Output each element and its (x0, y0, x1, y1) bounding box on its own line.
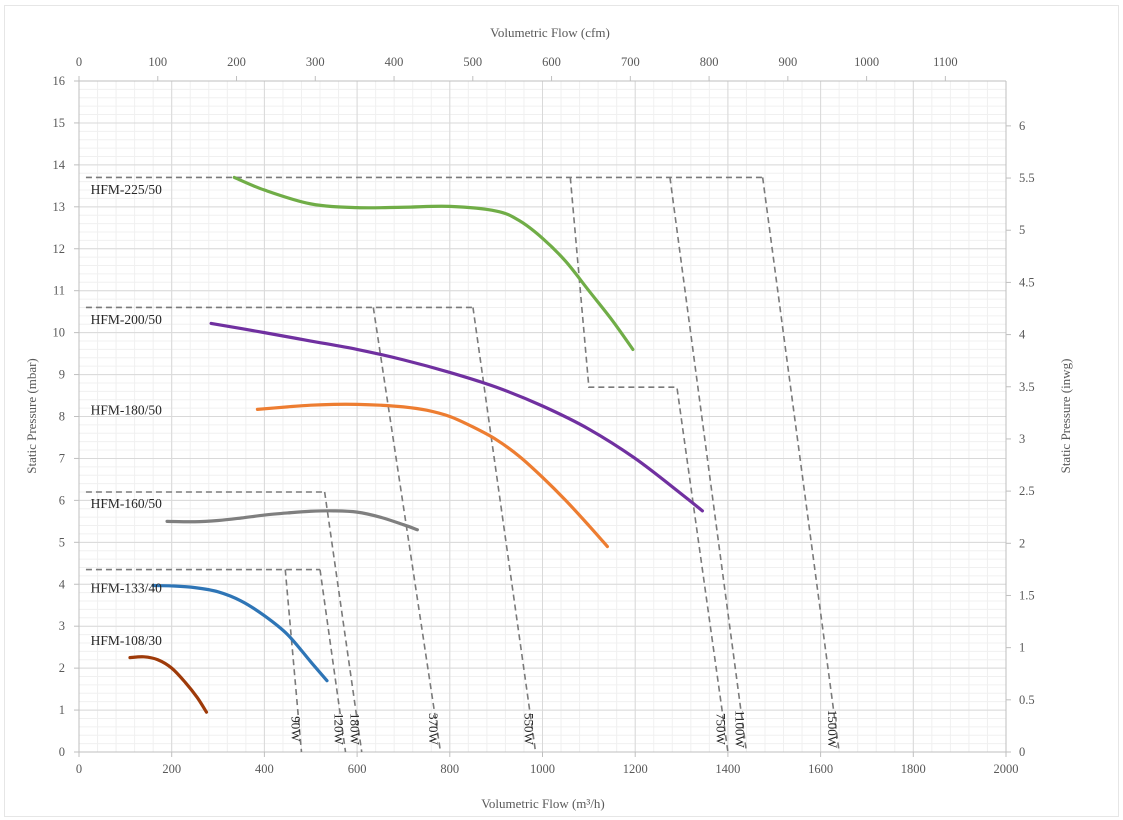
y-tick-label-left: 16 (53, 74, 66, 88)
x-tick-label-bottom: 1800 (901, 762, 926, 776)
y-tick-label-left: 10 (53, 326, 66, 340)
series-line (232, 175, 635, 351)
series-label: HFM-200/50 (91, 312, 163, 327)
y-tick-label-left: 0 (59, 745, 65, 759)
series-lines (128, 175, 705, 714)
power-limit-line (761, 177, 840, 753)
y-tick-label-right: 2 (1019, 536, 1025, 550)
y-tick-label-right: 4 (1019, 328, 1026, 342)
series-line (165, 509, 419, 532)
x-tick-label-bottom: 1000 (530, 762, 555, 776)
power-limit-line (319, 569, 347, 753)
y-tick-label-left: 15 (53, 116, 66, 130)
series-label: HFM-225/50 (91, 182, 163, 197)
y-tick-label-right: 0.5 (1019, 693, 1035, 707)
x-tick-label-bottom: 2000 (994, 762, 1019, 776)
y-tick-label-left: 2 (59, 661, 65, 675)
y-tick-label-right: 0 (1019, 745, 1025, 759)
x-tick-label-top: 600 (542, 55, 561, 69)
grid (78, 80, 1007, 753)
y-tick-label-left: 9 (59, 368, 65, 382)
y-axis-title-right: Static Pressure (inwg) (1058, 359, 1073, 474)
power-limit-line (569, 177, 729, 753)
x-tick-label-top: 300 (306, 55, 325, 69)
x-tick-label-bottom: 400 (255, 762, 274, 776)
y-tick-label-right: 1 (1019, 641, 1025, 655)
y-tick-label-left: 4 (59, 577, 66, 591)
power-limit-lines (284, 177, 840, 753)
series-label: HFM-108/30 (91, 633, 163, 648)
x-tick-label-top: 900 (778, 55, 797, 69)
y-tick-label-left: 6 (59, 493, 65, 507)
y-tick-label-left: 12 (53, 242, 66, 256)
y-tick-label-left: 13 (53, 200, 66, 214)
power-limit-label: 120W (331, 713, 346, 746)
series-label: HFM-133/40 (91, 581, 163, 596)
x-tick-label-top: 500 (463, 55, 482, 69)
power-limit-label: 90W (288, 716, 303, 742)
y-tick-label-left: 3 (59, 619, 65, 633)
x-tick-label-top: 700 (621, 55, 640, 69)
y-tick-label-right: 2.5 (1019, 484, 1035, 498)
series-line (151, 583, 329, 683)
x-tick-label-bottom: 200 (162, 762, 181, 776)
x-tick-label-bottom: 0 (76, 762, 82, 776)
x-tick-label-top: 1100 (933, 55, 958, 69)
x-tick-label-bottom: 1600 (808, 762, 833, 776)
series-line (128, 655, 209, 714)
power-limit-label: 370W (426, 713, 441, 746)
y-tick-label-left: 11 (53, 284, 65, 298)
power-limit-line (372, 307, 442, 753)
x-tick-label-bottom: 1200 (623, 762, 648, 776)
power-limit-label: 550W (521, 713, 536, 746)
power-limit-label: 1500W (825, 710, 840, 749)
series-label: HFM-180/50 (91, 402, 163, 417)
x-axis-title-bottom: Volumetric Flow (m³/h) (481, 796, 605, 811)
envelope-lines (85, 176, 763, 571)
power-limit-line (284, 569, 303, 753)
series-line (255, 402, 609, 549)
y-tick-label-right: 5.5 (1019, 171, 1035, 185)
power-limit-label: 180W (347, 713, 362, 746)
x-tick-label-bottom: 800 (440, 762, 459, 776)
y-tick-label-right: 1.5 (1019, 588, 1035, 602)
y-tick-label-right: 3.5 (1019, 380, 1035, 394)
x-tick-label-top: 100 (148, 55, 167, 69)
x-tick-label-top: 800 (700, 55, 719, 69)
power-limit-label: 750W (714, 713, 729, 746)
x-tick-label-top: 1000 (854, 55, 879, 69)
x-tick-label-top: 400 (385, 55, 404, 69)
power-limit-label: 1100W (732, 710, 747, 749)
y-tick-label-left: 7 (59, 451, 65, 465)
y-tick-label-right: 3 (1019, 432, 1025, 446)
labels: 90W 120W 180W 370W 550W 750W 1100W 1500W HFM-225… (91, 182, 840, 749)
y-tick-label-right: 5 (1019, 223, 1025, 237)
y-axis-title-left: Static Pressure (mbar) (24, 358, 39, 474)
series-label: HFM-160/50 (91, 496, 163, 511)
power-limit-line (669, 177, 748, 753)
power-limit-line (323, 491, 363, 753)
x-tick-label-bottom: 1400 (715, 762, 740, 776)
x-tick-label-top: 0 (76, 55, 82, 69)
x-axis-title-top: Volumetric Flow (cfm) (490, 25, 610, 40)
y-tick-label-right: 4.5 (1019, 275, 1035, 289)
y-tick-label-left: 5 (59, 535, 65, 549)
x-tick-label-top: 200 (227, 55, 246, 69)
x-tick-label-bottom: 600 (348, 762, 367, 776)
series-line (209, 321, 705, 513)
y-tick-label-left: 8 (59, 410, 65, 424)
y-tick-label-left: 1 (59, 703, 65, 717)
y-tick-label-right: 6 (1019, 119, 1025, 133)
y-tick-label-left: 14 (53, 158, 66, 172)
